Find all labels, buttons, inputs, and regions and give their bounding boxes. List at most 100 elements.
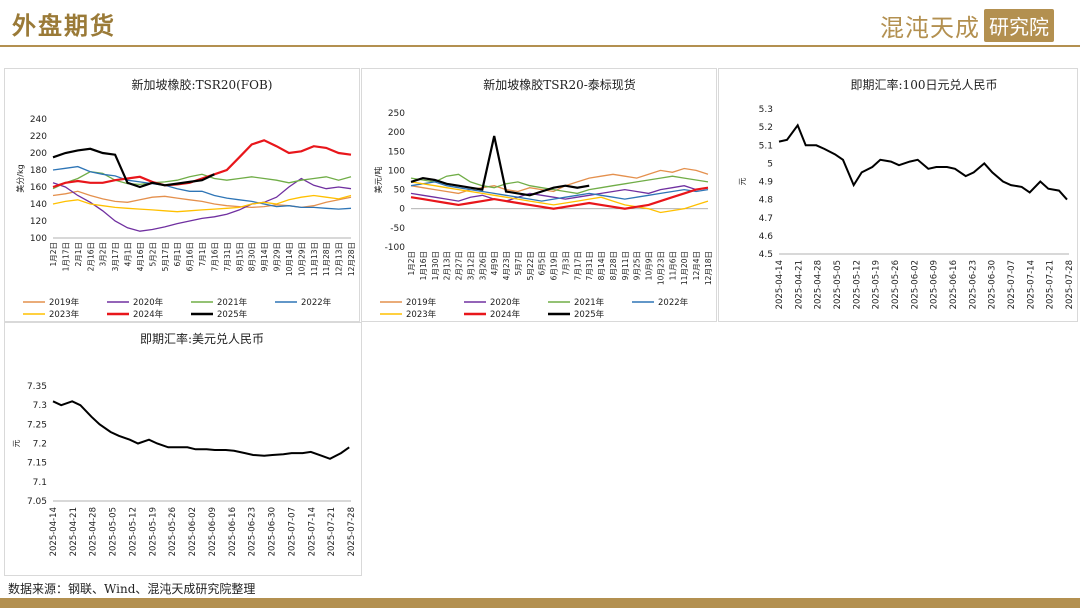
legend-label: 2019年 (406, 297, 437, 308)
x-tick-label: 9月14日 (260, 242, 269, 271)
y-tick-label: 5.1 (759, 141, 773, 151)
y-tick-label: -50 (390, 224, 405, 234)
x-tick-label: 4月9日 (490, 251, 499, 276)
x-tick-label: 4月23日 (502, 251, 511, 280)
series-line-2025年 (410, 135, 590, 197)
series-line-2024年 (52, 139, 352, 189)
x-tick-label: 2025-05-19 (872, 260, 882, 309)
y-tick-label: 4.8 (759, 196, 774, 206)
x-tick-label: 2025-05-12 (128, 507, 138, 556)
brand-text: 混沌天成 (880, 14, 980, 42)
x-tick-label: 2025-05-19 (148, 507, 158, 556)
legend-label: 2025年 (574, 309, 605, 320)
brand-logo: 混沌天成 研究院 (880, 8, 1054, 43)
y-tick-label: 7.05 (27, 497, 47, 507)
x-tick-label: 4月1日 (124, 242, 133, 267)
x-tick-label: 4月16日 (136, 242, 145, 271)
x-tick-label: 7月31日 (223, 242, 232, 271)
x-tick-label: 2025-05-26 (891, 260, 901, 309)
y-axis-label: 元 (12, 440, 21, 448)
y-axis-label: 元 (738, 178, 747, 186)
x-tick-label: 2025-06-16 (949, 260, 959, 309)
x-tick-label: 2月13日 (443, 251, 452, 280)
x-tick-label: 6月16日 (186, 242, 195, 271)
series-line (778, 123, 1068, 201)
x-tick-label: 10月23日 (656, 251, 665, 285)
y-tick-label: 160 (30, 183, 47, 193)
x-tick-label: 7月16日 (210, 242, 219, 271)
x-tick-label: 2025-06-30 (268, 507, 278, 556)
legend-label: 2024年 (490, 309, 521, 320)
x-tick-label: 2025-04-21 (69, 507, 79, 556)
x-tick-label: 9月11日 (621, 251, 630, 280)
y-tick-label: 100 (30, 234, 47, 244)
series-line-2019年 (410, 167, 709, 195)
x-tick-label: 2月1日 (74, 242, 83, 267)
x-tick-label: 1月2日 (49, 242, 58, 267)
legend-label: 2019年 (49, 297, 80, 308)
y-tick-label: 180 (30, 166, 47, 176)
x-tick-label: 8月14日 (597, 251, 606, 280)
source-note: 数据来源：钢联、Wind、混沌天成研究院整理 (8, 582, 256, 596)
y-tick-label: 4.5 (759, 250, 773, 260)
chart-title: 新加坡橡胶TSR20-泰标现货 (483, 77, 636, 92)
y-tick-label: 0 (399, 205, 405, 215)
x-tick-label: 2025-04-14 (49, 507, 59, 556)
y-tick-label: 4.9 (759, 178, 774, 188)
x-tick-label: 2025-07-14 (1026, 260, 1036, 309)
x-tick-label: 1月17日 (61, 242, 70, 271)
chart-panel-tsr20-spread: 新加坡橡胶TSR20-泰标现货 250 200 150 100 50 0 -50 -100 美元/… (361, 68, 717, 322)
x-tick-label: 6月19日 (550, 251, 559, 280)
series-line-2020年 (52, 177, 352, 232)
y-tick-label: 120 (30, 217, 47, 227)
legend-label: 2025年 (217, 309, 248, 320)
y-tick-label: 7.3 (33, 401, 47, 411)
x-tick-label: 6月1日 (173, 242, 182, 267)
y-tick-label: 240 (30, 115, 47, 125)
x-tick-label: 11月6日 (668, 251, 677, 280)
chart-panel-jpy-cny: 即期汇率:100日元兑人民币 5.3 5.2 5.1 5 4.9 4.8 4.7 4.6 4.5 元… (718, 68, 1078, 322)
legend-label: 2022年 (658, 297, 689, 308)
series-line (52, 400, 350, 460)
y-tick-label: 7.2 (33, 440, 47, 450)
legend-label: 2023年 (406, 309, 437, 320)
legend-label: 2023年 (49, 309, 80, 320)
x-tick-label: 9月25日 (633, 251, 642, 280)
x-tick-label: 7月3日 (561, 251, 570, 276)
series-line-2022年 (52, 165, 352, 210)
x-tick-label: 11月28日 (322, 242, 331, 276)
x-tick-label: 2月27日 (455, 251, 464, 280)
legend-label: 2022年 (301, 297, 332, 308)
x-tick-label: 2025-05-26 (168, 507, 178, 556)
y-tick-label: 50 (394, 186, 406, 196)
x-tick-label: 1月16日 (419, 251, 428, 280)
x-tick-label: 2025-06-09 (930, 260, 940, 309)
footer-bar (0, 598, 1080, 608)
x-tick-label: 2025-06-23 (968, 260, 978, 309)
y-tick-label: 250 (388, 109, 405, 119)
legend-label: 2020年 (490, 297, 521, 308)
y-axis-label: 美分/kg (15, 164, 25, 192)
x-tick-label: 2025-07-21 (1046, 260, 1056, 309)
series-line-2025年 (52, 147, 215, 189)
y-tick-label: 5 (767, 159, 773, 169)
y-tick-label: 7.35 (27, 382, 47, 392)
x-tick-label: 8月28日 (609, 251, 618, 280)
page-title: 外盘期货 (12, 11, 116, 40)
legend-label: 2021年 (574, 297, 605, 308)
chart-tsr20-fob: 新加坡橡胶:TSR20(FOB) 240 220 200 180 160 140 120 100… (15, 77, 356, 320)
brand-box: 研究院 (984, 9, 1054, 42)
x-tick-label: 2025-06-02 (910, 260, 920, 309)
x-tick-label: 2025-07-21 (327, 507, 337, 556)
y-tick-label: 200 (30, 149, 47, 159)
chart-panel-tsr20-fob: 新加坡橡胶:TSR20(FOB) 240 220 200 180 160 140 120 100… (4, 68, 360, 322)
x-tick-label: 7月31日 (585, 251, 594, 280)
series-line-2021年 (52, 171, 352, 190)
x-tick-label: 3月26日 (478, 251, 487, 280)
legend-label: 2024年 (133, 309, 164, 320)
x-tick-label: 5月17日 (161, 242, 170, 271)
x-tick-label: 2025-05-05 (833, 260, 843, 309)
x-tick-label: 2025-07-14 (307, 507, 317, 556)
x-tick-label: 12月4日 (692, 251, 701, 280)
header-rule (0, 45, 1080, 47)
